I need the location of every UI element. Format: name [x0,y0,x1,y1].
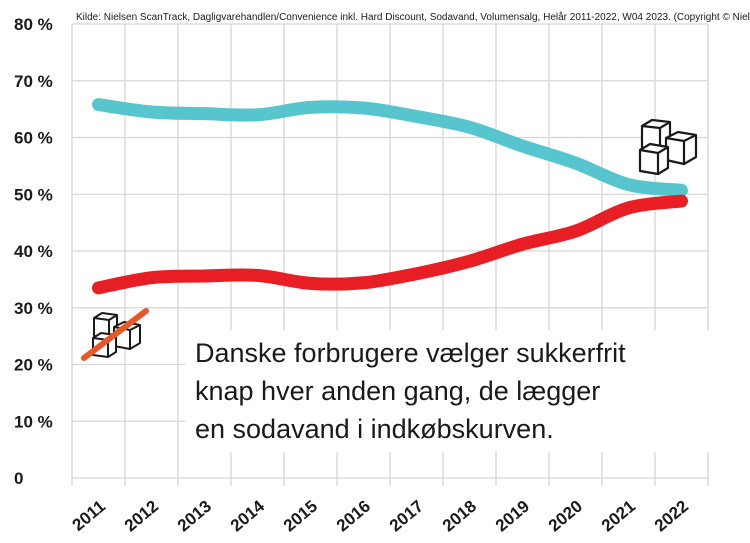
series-1-point [628,184,629,186]
x-tick-label: 2016 [333,497,374,536]
series-2-point [257,274,258,276]
axis-labels: 0 10 % 20 % 30 % 40 % 50 % 60 % 70 % 80 % 2011 201… [14,15,692,535]
series-1-point [522,145,523,147]
y-tick-label: 70 % [14,72,53,91]
x-tick-label: 2011 [69,497,109,535]
series-2-point [522,243,523,245]
series-1-point [151,111,152,113]
series-line-2 [92,194,688,295]
series-2-point [469,260,470,262]
series-1-point [469,126,470,128]
series-2-point [681,200,682,202]
series-1-point [363,107,364,109]
series-2-point [151,277,152,279]
series-1-point [257,114,258,116]
series-2-point [310,282,311,284]
y-tick-label: 30 % [14,299,53,318]
series-2-point [363,282,364,284]
source-note: Kilde: Nielsen ScanTrack, Dagligvarehand… [76,11,750,23]
y-tick-label: 10 % [14,412,53,431]
series-1-point [681,189,682,191]
chart-headline: Danske forbrugere vælger sukkerfrit knap… [185,330,745,452]
series-2-point [416,273,417,275]
x-tick-label: 2019 [492,497,533,536]
series-1-point [204,113,205,115]
y-tick-label: 0 [14,469,23,488]
series-1-point [575,162,576,164]
series-1-point [310,106,311,108]
x-tick-label: 2022 [651,497,692,536]
y-tick-label: 60 % [14,129,53,148]
x-tick-label: 2014 [227,496,269,535]
x-tick-label: 2020 [545,497,586,536]
sugar-cubes-icon [638,118,698,176]
y-tick-label: 50 % [14,185,53,204]
x-tick-label: 2013 [174,497,215,536]
x-tick-label: 2018 [439,497,480,536]
x-tick-label: 2015 [280,497,321,536]
series-1-point [98,104,99,106]
series-2-point [98,287,99,289]
series-2-point [575,230,576,232]
headline-line-2: knap hver anden gang, de lægger [195,376,601,406]
x-tick-label: 2017 [386,497,427,536]
sugar-cubes-crossed-out-icon [81,308,149,361]
series-1-point [416,116,417,118]
series-lines [92,98,688,295]
series-2-point [204,275,205,277]
x-tick-label: 2012 [121,497,162,536]
series-line-1 [92,98,688,197]
headline-line-3: en sodavand i indkøbskurven. [195,414,554,444]
headline-line-1: Danske forbrugere vælger sukkerfrit [195,338,626,368]
y-tick-label: 20 % [14,356,53,375]
series-2-point [628,207,629,209]
x-tick-label: 2021 [598,497,639,536]
y-tick-label: 40 % [14,242,53,261]
y-tick-label: 80 % [14,15,53,34]
